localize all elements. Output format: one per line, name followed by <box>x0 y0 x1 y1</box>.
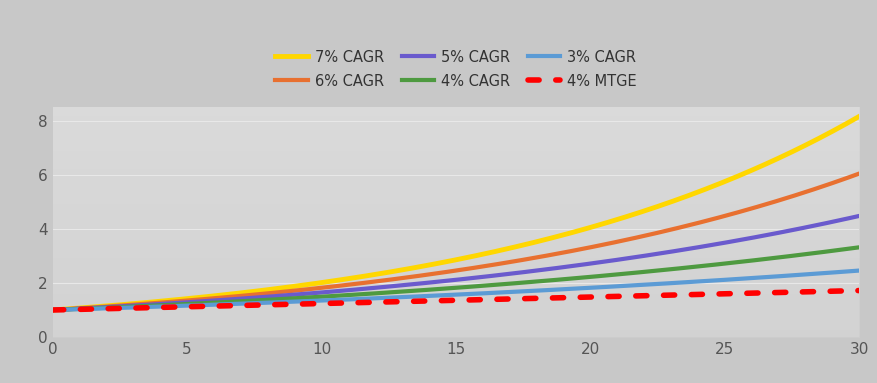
Legend: 7% CAGR, 6% CAGR, 5% CAGR, 4% CAGR, 3% CAGR, 4% MTGE: 7% CAGR, 6% CAGR, 5% CAGR, 4% CAGR, 3% C… <box>275 50 637 89</box>
